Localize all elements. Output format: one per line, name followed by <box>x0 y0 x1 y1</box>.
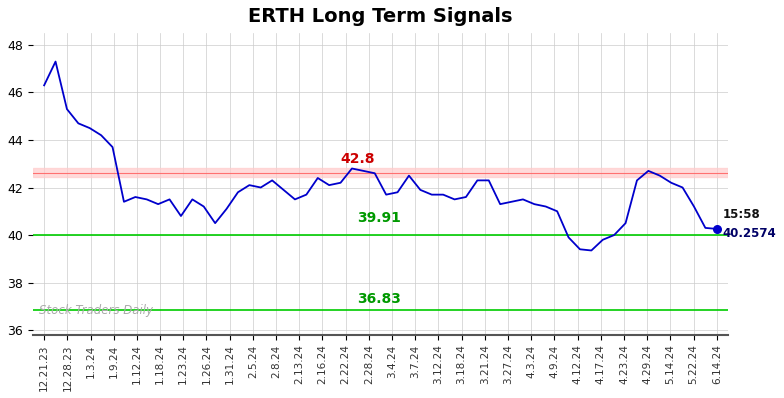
Text: 15:58: 15:58 <box>723 208 760 221</box>
Text: 39.91: 39.91 <box>358 211 401 225</box>
Bar <box>33 168 728 177</box>
Text: 36.83: 36.83 <box>358 292 401 306</box>
Text: Stock Traders Daily: Stock Traders Daily <box>39 304 154 317</box>
Title: ERTH Long Term Signals: ERTH Long Term Signals <box>249 7 513 26</box>
Text: 40.2574: 40.2574 <box>723 227 776 240</box>
Point <box>710 226 723 232</box>
Text: 42.8: 42.8 <box>340 152 375 166</box>
